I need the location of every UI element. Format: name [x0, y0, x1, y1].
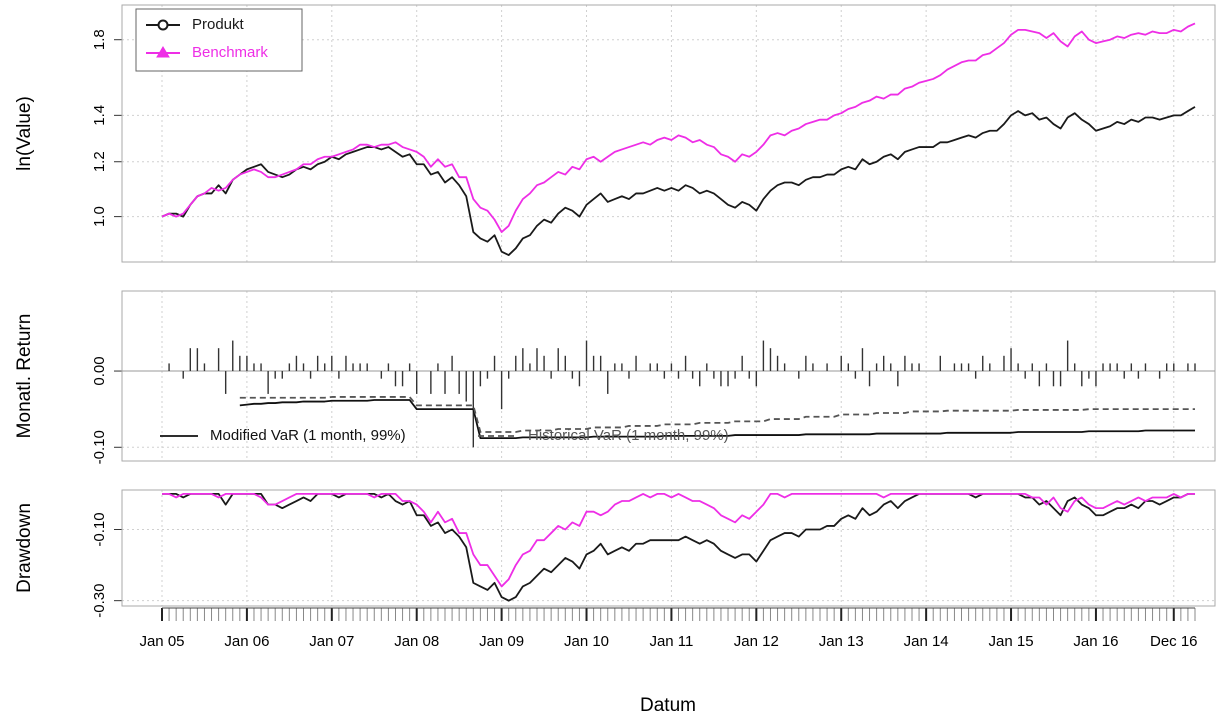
x-tick-label: Jan 16 — [1073, 633, 1118, 650]
y-tick-label: -0.10 — [91, 512, 108, 546]
y-tick-label: 1.2 — [91, 151, 108, 172]
series-line — [239, 399, 1195, 440]
x-tick-label: Jan 08 — [394, 633, 439, 650]
series-line — [161, 22, 1196, 233]
legend-label: Produkt — [192, 16, 245, 33]
panel-frame — [121, 4, 1216, 263]
y-tick-label: 1.0 — [91, 206, 108, 227]
y-tick-label: 1.4 — [91, 105, 108, 126]
x-tick-label: Jan 13 — [819, 633, 864, 650]
y-tick-label: -0.30 — [91, 584, 108, 618]
x-tick-label: Dec 16 — [1150, 633, 1198, 650]
legend-label: Modified VaR (1 month, 99%) — [210, 427, 406, 444]
series-line — [239, 396, 1195, 433]
x-tick-label: Jan 15 — [989, 633, 1034, 650]
legend-label: Historical VaR (1 month, 99%) — [528, 427, 729, 444]
x-tick-label: Jan 11 — [649, 633, 693, 650]
series-line — [162, 493, 1195, 602]
legend: Produkt Benchmark — [135, 8, 303, 72]
legend-marker — [156, 46, 170, 58]
y-tick-label: 1.8 — [91, 29, 108, 50]
y-tick-label: -0.10 — [91, 430, 108, 464]
x-tick-label: Jan 05 — [139, 633, 184, 650]
legend-label: Benchmark — [192, 44, 268, 61]
y-tick-label: 0.00 — [91, 356, 108, 385]
panel-frame — [121, 489, 1216, 607]
x-tick-label: Jan 07 — [309, 633, 354, 650]
x-tick-label: Jan 06 — [224, 633, 269, 650]
x-tick-label: Jan 14 — [904, 633, 949, 650]
panel-frame — [121, 290, 1216, 462]
legend-marker — [157, 19, 169, 31]
y-axis-label: Monatl. Return — [14, 314, 35, 439]
x-tick-label: Jan 09 — [479, 633, 524, 650]
x-tick-label: Jan 12 — [734, 633, 779, 650]
legend-box — [135, 8, 303, 72]
x-axis-label: Datum — [640, 695, 696, 716]
series-line — [162, 493, 1195, 588]
y-axis-label: ln(Value) — [14, 96, 35, 171]
series-line — [161, 106, 1196, 256]
y-axis-label: Drawdown — [14, 503, 35, 593]
x-tick-label: Jan 10 — [564, 633, 609, 650]
